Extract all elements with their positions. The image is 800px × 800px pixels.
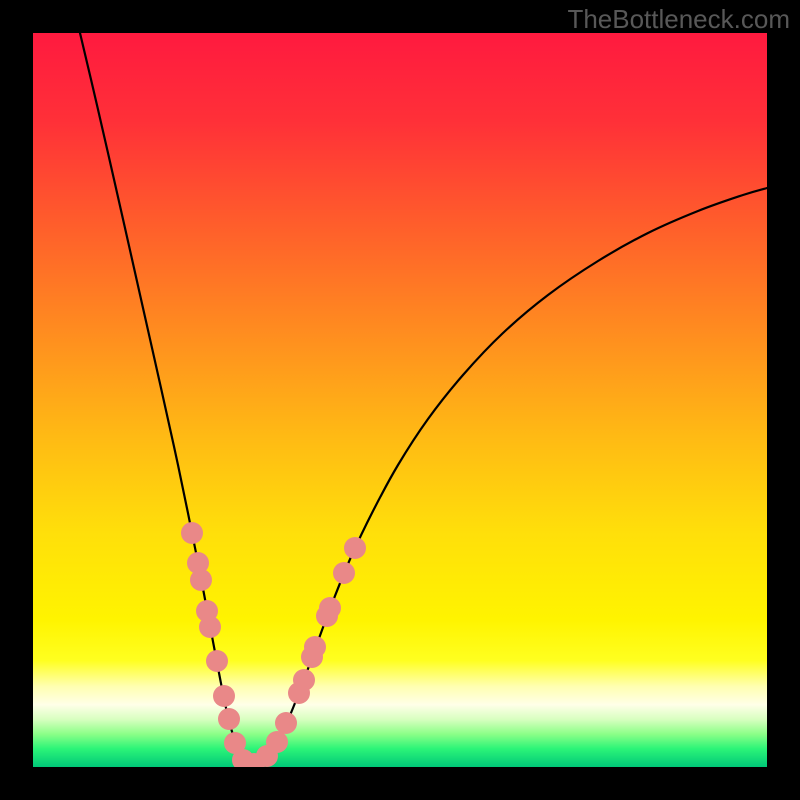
chart-stage: TheBottleneck.com <box>0 0 800 800</box>
watermark-text: TheBottleneck.com <box>567 4 790 35</box>
data-marker <box>344 537 366 559</box>
plot-area <box>33 33 767 767</box>
data-marker <box>333 562 355 584</box>
data-marker <box>266 731 288 753</box>
data-marker <box>275 712 297 734</box>
data-marker <box>218 708 240 730</box>
data-marker <box>206 650 228 672</box>
data-marker <box>181 522 203 544</box>
data-marker <box>190 569 212 591</box>
data-marker <box>293 669 315 691</box>
data-marker <box>304 636 326 658</box>
data-marker <box>319 597 341 619</box>
chart-svg <box>0 0 800 800</box>
data-marker <box>213 685 235 707</box>
data-marker <box>199 616 221 638</box>
